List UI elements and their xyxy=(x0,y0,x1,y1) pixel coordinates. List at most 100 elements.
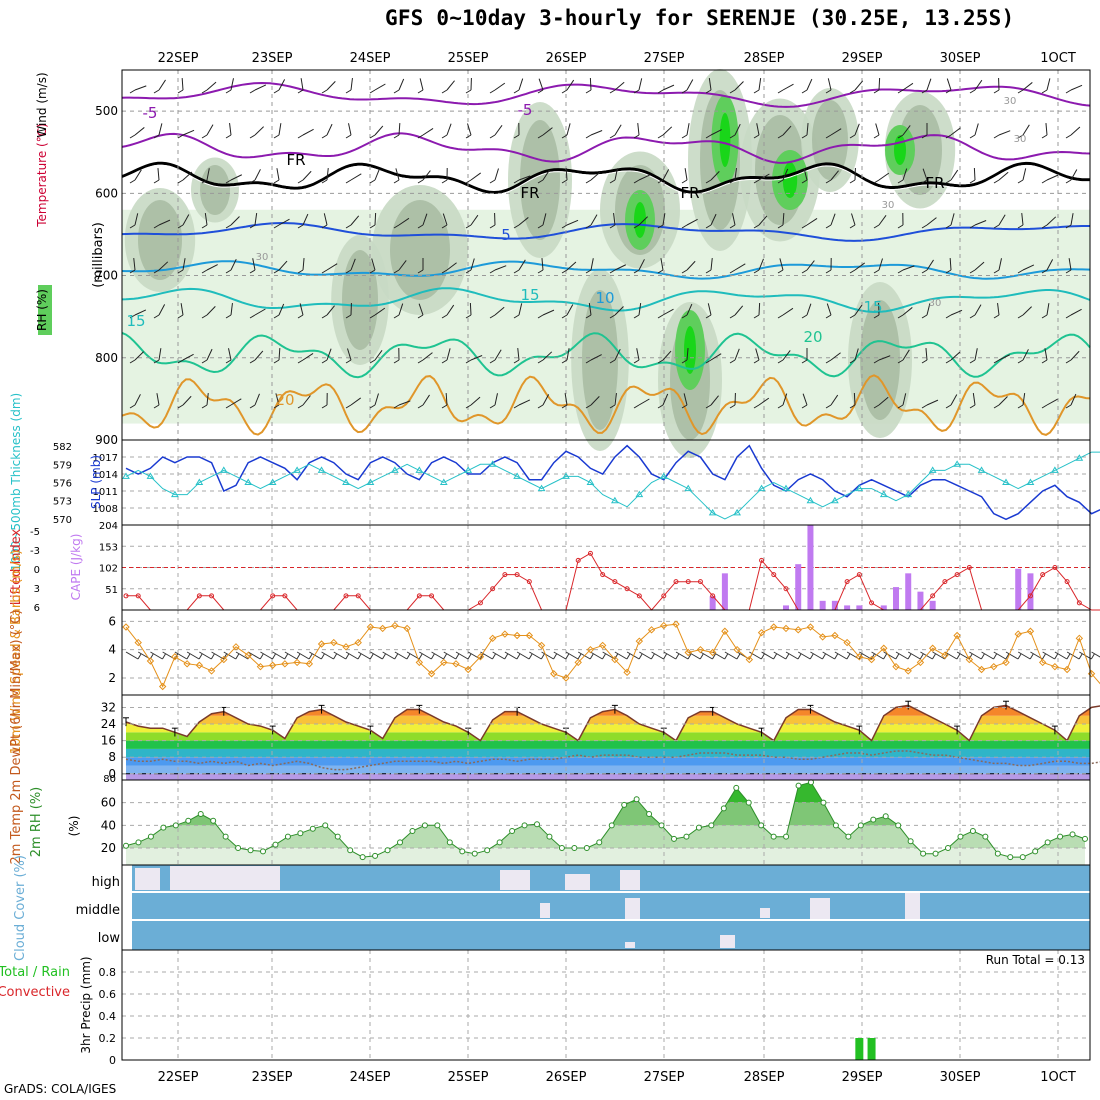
wind-barb xyxy=(926,259,934,271)
lifted-index-marker xyxy=(844,579,850,585)
chart-title: GFS 0~10day 3-hourly for SERENJE (30.25E… xyxy=(385,6,1015,30)
wind-barb xyxy=(225,404,232,409)
lifted-index-marker xyxy=(710,593,716,599)
wind-barb xyxy=(1070,84,1083,91)
temp-tick: 80 xyxy=(103,774,116,785)
temperature-contour-label: FR xyxy=(286,151,305,169)
date-label-top: 1OCT xyxy=(1040,51,1076,66)
thickness-marker xyxy=(171,490,179,498)
rh-tick: 40 xyxy=(101,818,116,832)
cloud-gap xyxy=(625,898,640,920)
wind-barb xyxy=(467,123,472,136)
wind-barb xyxy=(777,134,784,139)
wind-barb xyxy=(153,269,160,274)
wind-barb xyxy=(206,81,217,91)
wind10-barb xyxy=(1042,651,1055,660)
wind10-barb xyxy=(834,651,848,660)
wind-barb xyxy=(633,179,640,184)
wind-barb xyxy=(1070,308,1082,316)
wind-barb xyxy=(803,168,808,181)
cape-bar xyxy=(844,605,851,610)
temp-tick: 32 xyxy=(101,700,116,714)
wind10-series xyxy=(125,623,1100,688)
wind-barb xyxy=(417,359,424,364)
wind-barb xyxy=(273,224,280,229)
wind10-barb xyxy=(822,651,835,660)
wind-barb xyxy=(561,134,568,139)
wind-barb xyxy=(636,348,640,361)
date-label-bottom: 23SEP xyxy=(252,1070,293,1085)
temp-tick: 0 xyxy=(108,767,116,781)
temp-band xyxy=(126,757,1090,766)
precip-frame xyxy=(121,949,1091,1061)
rh-band xyxy=(126,802,1085,826)
wind-barb xyxy=(806,218,818,226)
wind-barb xyxy=(129,314,136,319)
wind-barb xyxy=(204,213,208,226)
lifted-index-marker xyxy=(1052,565,1058,570)
rh2m-marker xyxy=(297,830,304,837)
wind-barb xyxy=(225,314,232,319)
wind-barb xyxy=(465,179,472,184)
wind-barb xyxy=(418,303,424,316)
cape-tick: 204 xyxy=(99,521,118,532)
wind-barb xyxy=(350,173,362,181)
wind-barb xyxy=(180,303,184,316)
wind-barb xyxy=(348,123,352,136)
wind-barb xyxy=(513,134,520,139)
date-label-top: 23SEP xyxy=(252,51,293,66)
wind-barb xyxy=(1065,404,1072,409)
wind-barb xyxy=(662,308,674,316)
wind-barb xyxy=(734,123,741,136)
wind-barb xyxy=(633,224,640,229)
wind-barb xyxy=(921,404,928,409)
rh2m-marker xyxy=(160,824,167,831)
wind-barb xyxy=(974,348,978,361)
wind-barb xyxy=(897,179,904,184)
wind10-barb xyxy=(357,653,362,660)
wind-barb xyxy=(566,123,571,136)
wind-barb xyxy=(566,219,579,226)
wind-barb xyxy=(969,89,976,94)
wind-barb xyxy=(225,89,232,94)
wind-barb xyxy=(945,89,952,94)
wind-barb xyxy=(590,214,598,226)
wind10-barb xyxy=(700,651,713,660)
rh2m-marker xyxy=(720,805,727,812)
wind-barb xyxy=(657,269,664,274)
cloud-level-low: low xyxy=(98,931,121,946)
wind-barb xyxy=(347,348,352,361)
wind-barb xyxy=(326,263,338,271)
wind10-marker xyxy=(843,638,851,647)
wind-barb xyxy=(1065,359,1072,364)
wind-barb xyxy=(902,307,913,316)
wind-barb xyxy=(969,269,976,274)
wind-barb xyxy=(662,350,672,361)
wind-barb xyxy=(1017,179,1024,184)
wind10-marker xyxy=(831,631,839,640)
wind-barb xyxy=(302,170,312,181)
wind-barb xyxy=(201,359,208,364)
wind10-barb xyxy=(883,653,887,660)
wind10-marker xyxy=(1038,658,1047,667)
wind-barb xyxy=(998,396,1008,406)
wind10-barb xyxy=(455,653,460,660)
wind-barb xyxy=(350,215,360,226)
wind10-barb xyxy=(174,651,188,660)
wind-barb xyxy=(249,134,256,139)
wind-barb xyxy=(393,314,400,319)
wind-barb xyxy=(753,269,760,274)
rh2m-marker xyxy=(671,835,677,842)
wind-barb xyxy=(302,213,309,226)
wind10-barb xyxy=(418,653,423,660)
wind-barb xyxy=(972,393,976,406)
rh2m-marker xyxy=(596,839,603,846)
wind-barb xyxy=(537,89,544,94)
wind-barb xyxy=(1022,168,1027,181)
wind-tick: 2 xyxy=(108,671,116,685)
wind-barb xyxy=(1022,349,1029,361)
date-label-bottom: 22SEP xyxy=(158,1070,199,1085)
wind-barb xyxy=(417,89,424,94)
wind-barb xyxy=(393,89,400,94)
wind10-barb xyxy=(797,651,811,660)
